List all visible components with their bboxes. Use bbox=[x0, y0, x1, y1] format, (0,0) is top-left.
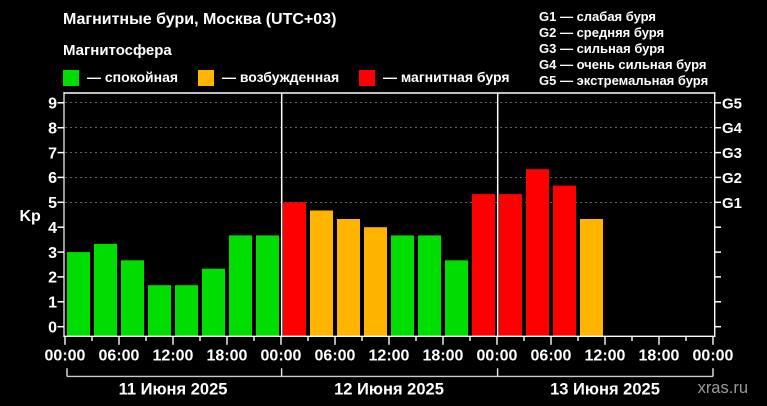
svg-text:12:00: 12:00 bbox=[369, 348, 410, 365]
svg-text:6: 6 bbox=[48, 170, 57, 187]
svg-text:00:00: 00:00 bbox=[477, 348, 518, 365]
svg-text:00:00: 00:00 bbox=[693, 348, 734, 365]
svg-text:G3: G3 bbox=[722, 145, 742, 162]
svg-text:12:00: 12:00 bbox=[585, 348, 626, 365]
svg-text:G5: G5 bbox=[722, 95, 742, 112]
svg-text:9: 9 bbox=[48, 96, 57, 113]
svg-text:0: 0 bbox=[48, 320, 57, 337]
svg-text:8: 8 bbox=[48, 121, 57, 138]
svg-text:G1: G1 bbox=[722, 195, 742, 212]
svg-text:1: 1 bbox=[48, 295, 57, 312]
svg-text:5: 5 bbox=[48, 195, 57, 212]
svg-text:12:00: 12:00 bbox=[153, 348, 194, 365]
svg-text:00:00: 00:00 bbox=[45, 348, 86, 365]
svg-text:11 Июня 2025: 11 Июня 2025 bbox=[119, 381, 228, 399]
svg-text:13 Июня 2025: 13 Июня 2025 bbox=[550, 381, 660, 399]
svg-text:3: 3 bbox=[48, 245, 57, 262]
svg-text:G4: G4 bbox=[722, 120, 743, 137]
svg-text:06:00: 06:00 bbox=[99, 348, 140, 365]
svg-text:18:00: 18:00 bbox=[639, 348, 680, 365]
svg-text:18:00: 18:00 bbox=[207, 348, 248, 365]
svg-text:4: 4 bbox=[48, 220, 57, 237]
svg-text:06:00: 06:00 bbox=[315, 348, 356, 365]
svg-text:06:00: 06:00 bbox=[531, 348, 572, 365]
svg-text:7: 7 bbox=[48, 145, 57, 162]
svg-text:2: 2 bbox=[48, 270, 57, 287]
svg-text:xras.ru: xras.ru bbox=[698, 379, 748, 397]
svg-text:12 Июня 2025: 12 Июня 2025 bbox=[334, 381, 444, 399]
svg-text:00:00: 00:00 bbox=[261, 348, 302, 365]
svg-text:Kp: Kp bbox=[20, 208, 42, 225]
svg-text:G2: G2 bbox=[722, 170, 742, 187]
svg-text:18:00: 18:00 bbox=[423, 348, 464, 365]
